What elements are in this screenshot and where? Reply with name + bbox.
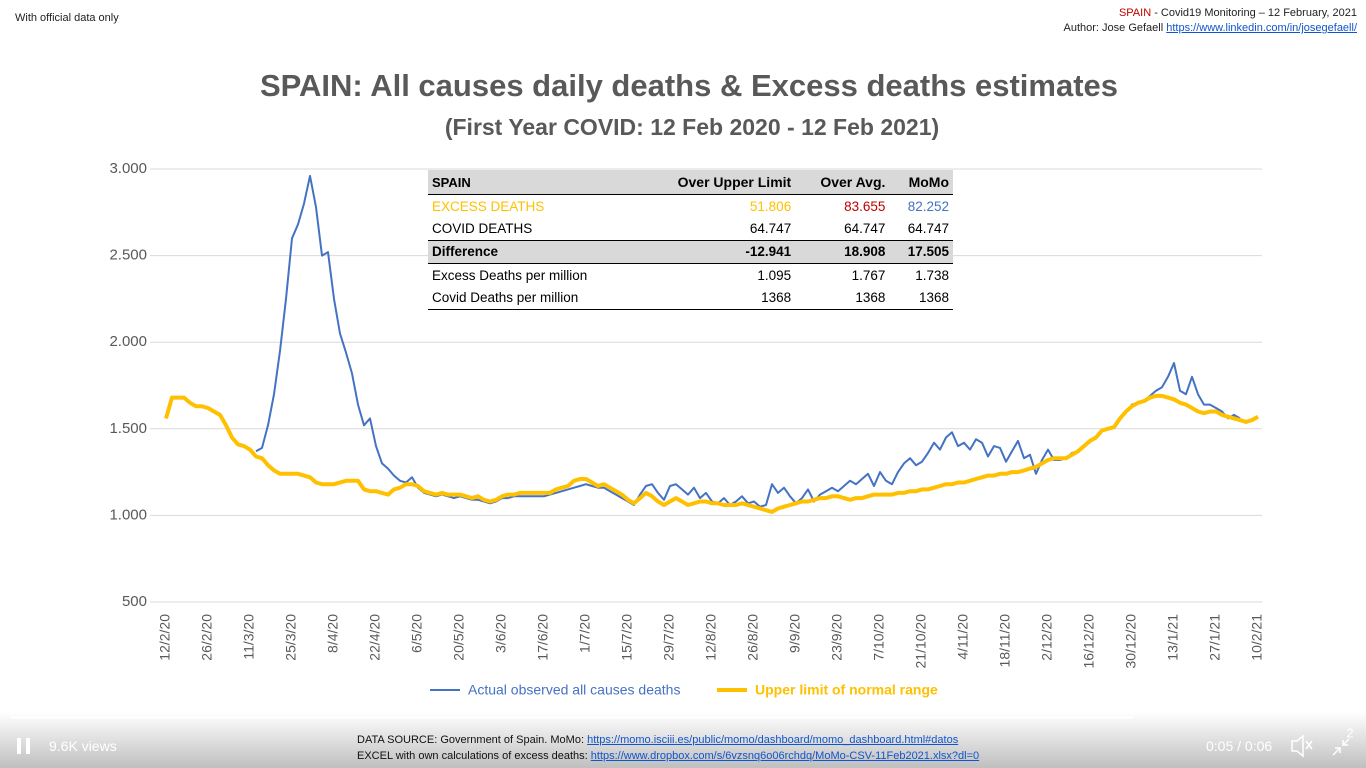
x-tick-label: 21/10/20 [913, 614, 929, 669]
cell: 1.767 [851, 267, 886, 283]
cell: -12.941 [638, 239, 796, 265]
x-tick-label: 16/12/20 [1081, 614, 1097, 669]
author-link[interactable]: https://www.linkedin.com/in/josegefaell/ [1166, 22, 1357, 34]
table-row: Excess Deaths per million 1.095 1.767 1.738 [428, 264, 953, 287]
y-tick-label: 2.000 [109, 333, 147, 350]
summary-table: SPAIN Over Upper Limit Over Avg. MoMo EXCES… [428, 170, 953, 310]
cell: 1.738 [915, 267, 949, 283]
author: Author: Jose Gefaell [1063, 22, 1164, 34]
footer-text: EXCEL with own calculations of excess de… [357, 750, 588, 762]
x-tick-label: 13/1/21 [1165, 614, 1181, 661]
y-tick-label: 3.000 [109, 160, 147, 177]
x-tick-label: 2/12/20 [1039, 614, 1055, 661]
footer-source: DATA SOURCE: Government of Spain. MoMo: … [357, 734, 958, 746]
player-bar [0, 712, 1366, 768]
header-line: SPAIN - Covid19 Monitoring – 12 February… [1064, 6, 1357, 21]
x-tick-label: 12/2/20 [157, 614, 173, 661]
x-tick-label: 7/10/20 [871, 614, 887, 661]
x-tick-label: 18/11/20 [997, 614, 1013, 668]
chart-title: SPAIN: All causes daily deaths & Excess … [260, 68, 1118, 103]
x-tick-label: 20/5/20 [451, 614, 467, 661]
footer-excel: EXCEL with own calculations of excess de… [357, 750, 979, 762]
pause-bar[interactable] [17, 738, 21, 754]
cell: 18.908 [795, 239, 890, 265]
x-tick-label: 8/4/20 [325, 614, 341, 653]
lines [164, 174, 1259, 514]
y-tick-label: 1.000 [109, 506, 147, 523]
cell: 1.095 [757, 267, 792, 283]
x-tick-label: 29/7/20 [661, 614, 677, 661]
cell: 64.747 [749, 221, 792, 237]
x-tick-label: 26/8/20 [745, 614, 761, 661]
x-tick-label: 11/3/20 [241, 614, 257, 660]
x-tick-label: 3/6/20 [493, 614, 509, 653]
x-tick-label: 4/11/20 [955, 614, 971, 660]
header-title: - Covid19 Monitoring – 12 February, 2021 [1154, 7, 1357, 19]
x-tick-label: 26/2/20 [199, 614, 215, 661]
cell: 1368 [889, 286, 953, 310]
legend-label: Actual observed all causes deaths [468, 682, 680, 698]
x-tick-label: 30/12/20 [1123, 614, 1139, 669]
header: SPAIN - Covid19 Monitoring – 12 February… [1064, 6, 1358, 36]
cell: 17.505 [889, 239, 953, 265]
table-row: Difference -12.941 18.908 17.505 [428, 239, 953, 265]
x-tick-label: 25/3/20 [283, 614, 299, 661]
cell: 83.655 [844, 198, 886, 214]
cell: 51.806 [749, 198, 792, 214]
x-tick-label: 1/7/20 [577, 614, 593, 653]
views: 9.6K views [49, 738, 117, 754]
x-tick-label: 6/5/20 [409, 614, 425, 653]
cell: 1368 [638, 286, 796, 310]
table-header: SPAIN Over Upper Limit Over Avg. MoMo [428, 170, 953, 195]
labels: 500 1.000 1.500 2.000 2.500 3.000 12/2/20 26/2/… [109, 160, 1264, 698]
th: SPAIN [428, 170, 639, 195]
th: Over Upper Limit [638, 170, 796, 195]
cell: 64.747 [844, 221, 886, 237]
x-tick-label: 22/4/20 [367, 614, 383, 661]
cell: Covid Deaths per million [428, 286, 639, 310]
x-tick-label: 27/1/21 [1207, 614, 1223, 661]
pause-bar[interactable] [26, 738, 30, 754]
x-tick-label: 9/9/20 [787, 614, 803, 653]
footer-text: DATA SOURCE: Government of Spain. MoMo: [357, 734, 585, 746]
progress-bar[interactable] [10, 716, 1134, 719]
th: Over Avg. [795, 170, 890, 195]
th: MoMo [889, 170, 953, 195]
note: With official data only [15, 12, 119, 24]
x-tick-label: 17/6/20 [535, 614, 551, 661]
cell: 1368 [795, 286, 890, 310]
table-row: Covid Deaths per million 1368 1368 1368 [428, 286, 953, 310]
time: 0:05 / 0:06 [1206, 738, 1273, 754]
footer-link[interactable]: https://www.dropbox.com/s/6vzsnq6o06rchd… [590, 750, 980, 762]
header-country: SPAIN [1118, 7, 1152, 19]
footer-link[interactable]: https://momo.isciii.es/public/momo/dashb… [587, 734, 959, 746]
y-tick-label: 2.500 [109, 247, 147, 264]
cell: 82.252 [907, 198, 949, 214]
cell: Excess Deaths per million [432, 267, 588, 283]
author-line: Author: Jose Gefaell https://www.linkedi… [1064, 21, 1358, 36]
cell: COVID DEATHS [432, 221, 533, 237]
x-tick-label: 23/9/20 [829, 614, 845, 661]
legend-label: Upper limit of normal range [755, 682, 938, 698]
series-line [164, 393, 1259, 514]
y-tick-label: 1.500 [109, 420, 147, 437]
table-row: COVID DEATHS 64.747 64.747 64.747 [428, 217, 953, 240]
x-tick-label: 12/8/20 [703, 614, 719, 661]
cell: 64.747 [907, 221, 949, 237]
table-row: EXCESS DEATHS 51.806 83.655 82.252 [428, 195, 953, 218]
x-tick-label: 10/2/21 [1249, 614, 1265, 661]
cell: EXCESS DEATHS [432, 198, 545, 214]
x-tick-label: 15/7/20 [619, 614, 635, 661]
y-tick-label: 500 [122, 593, 147, 610]
cell: Difference [428, 239, 639, 265]
chart-subtitle: (First Year COVID: 12 Feb 2020 - 12 Feb … [445, 114, 939, 140]
